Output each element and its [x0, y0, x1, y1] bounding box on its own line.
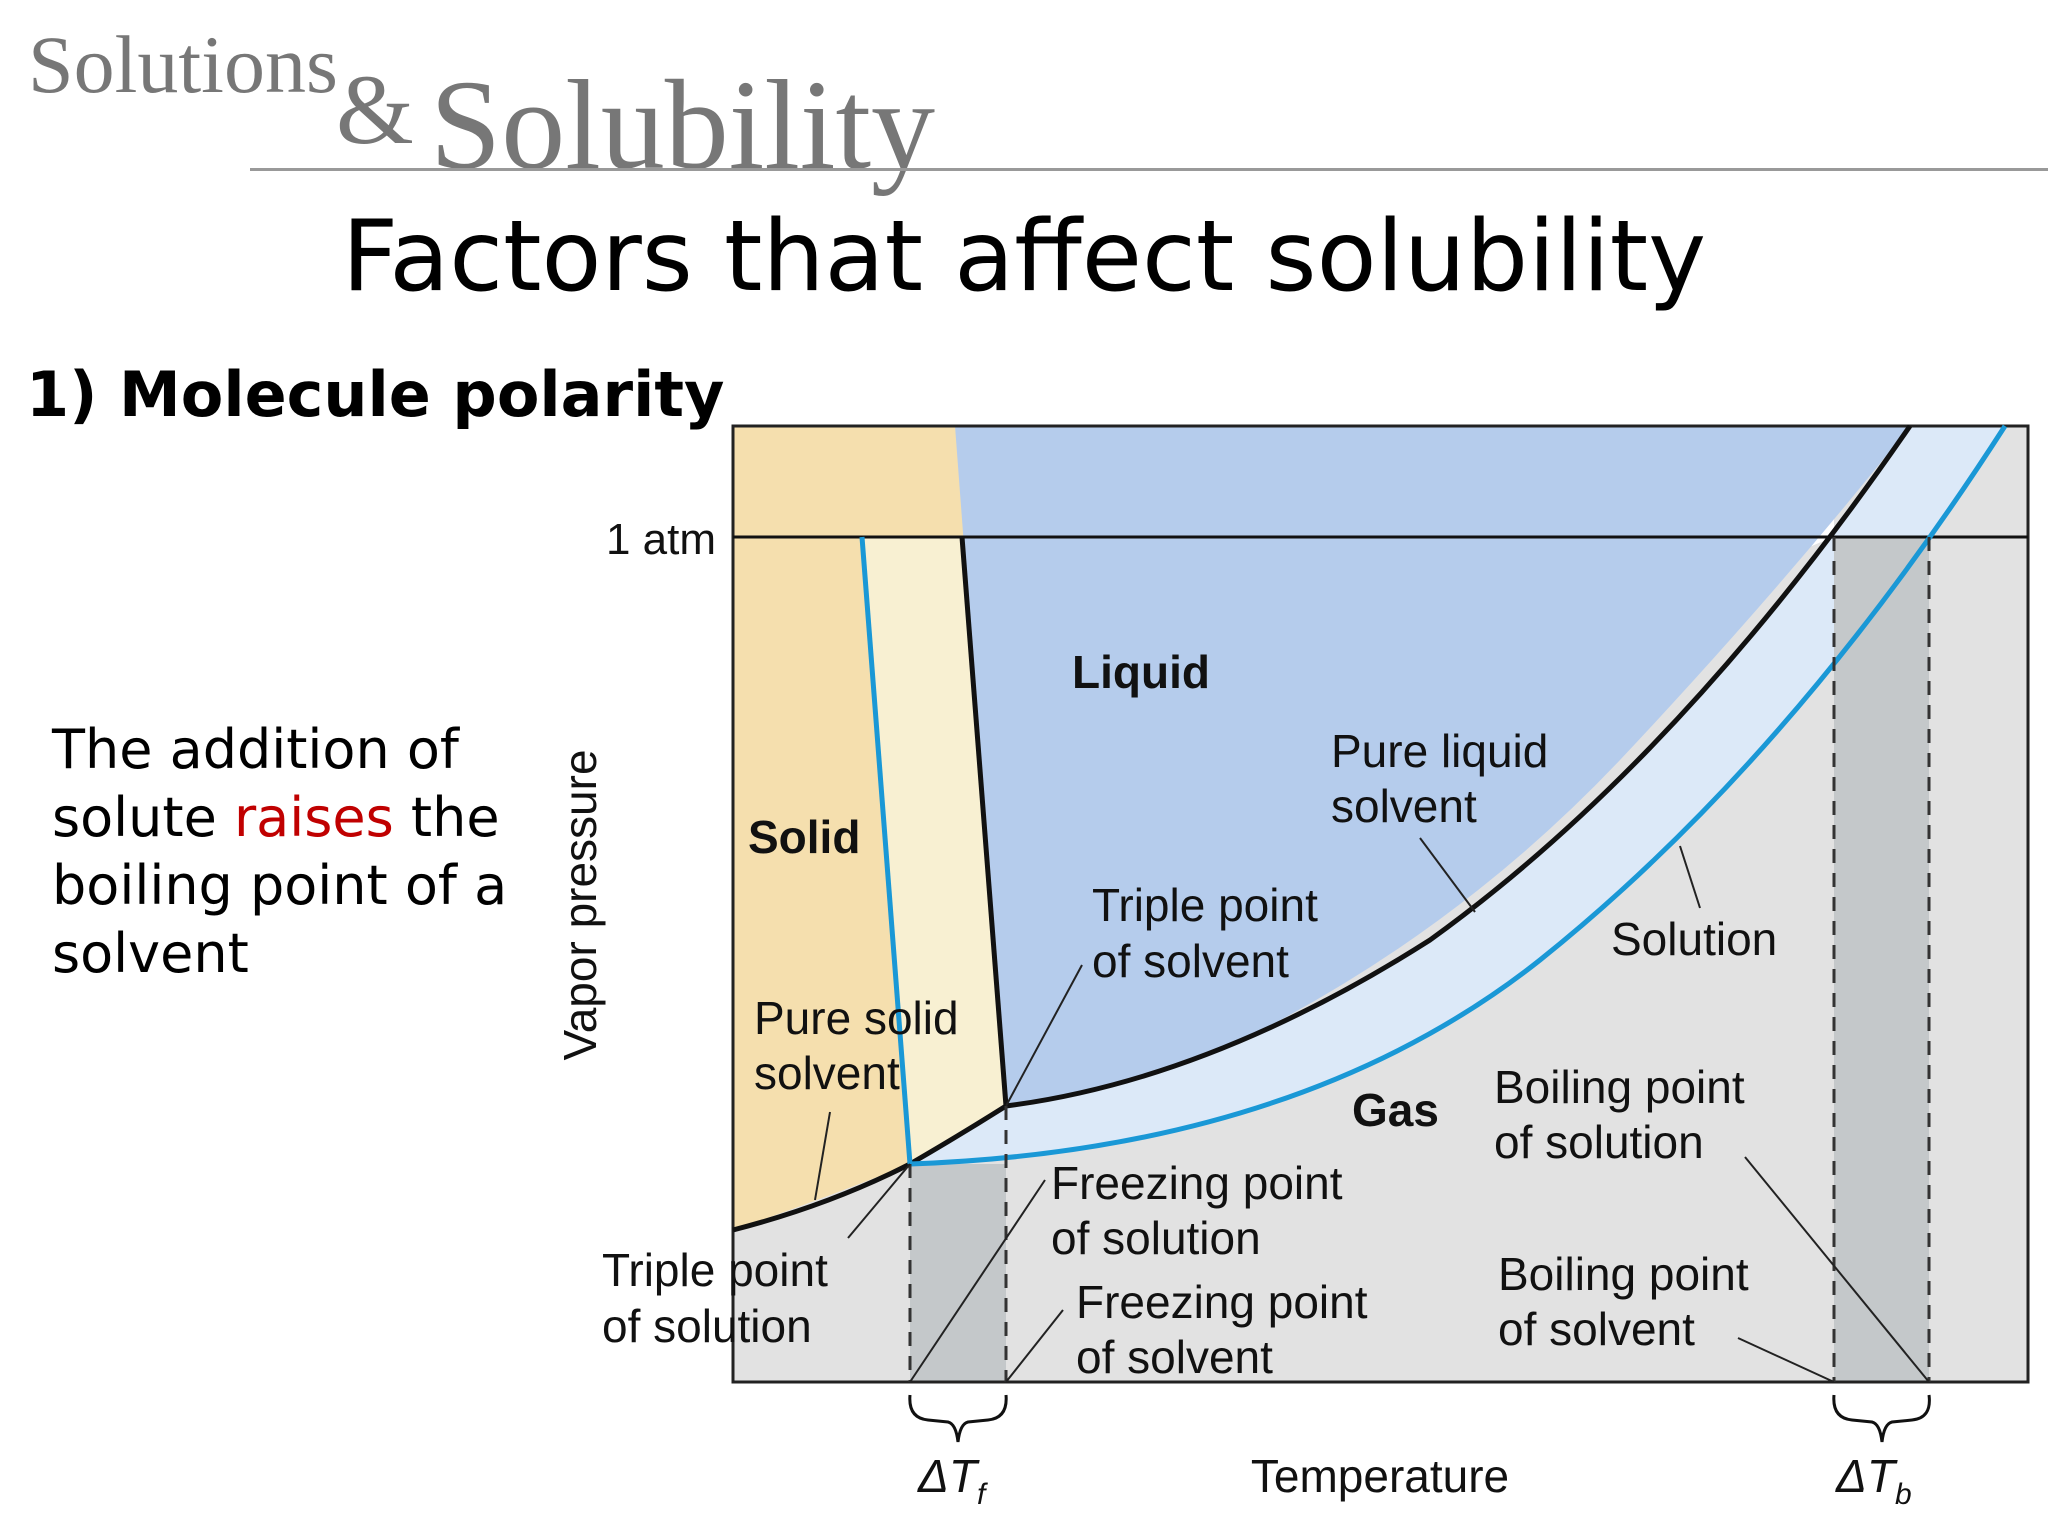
delta-tb-subscript: b — [1895, 1478, 1912, 1511]
fp-solution-label-2: of solution — [1051, 1212, 1261, 1264]
delta-tf-band — [910, 1164, 1006, 1382]
slide-subtitle: 1) Molecule polarity — [26, 358, 725, 431]
triple-solution-label-1: Triple point — [602, 1244, 828, 1296]
leader-triple-solvent — [1005, 964, 1083, 1107]
leader-bp-solvent — [1737, 1337, 1835, 1383]
body-text-after: the boiling point of a solvent — [52, 786, 508, 985]
pure-solid-label-2: solvent — [754, 1047, 900, 1099]
solvent-vapor-curve — [1005, 424, 1913, 1109]
leader-triple-solution — [847, 1163, 911, 1239]
bp-solution-label-1: Boiling point — [1494, 1061, 1745, 1113]
bp-solution-label-2: of solution — [1494, 1116, 1704, 1168]
diagram-frame — [731, 424, 2030, 1384]
fp-solvent-label-2: of solvent — [1076, 1331, 1273, 1383]
leader-solution — [1679, 845, 1701, 909]
pure-solid-label-1: Pure solid — [754, 992, 959, 1044]
solvent-sublimation-curve — [732, 1103, 1008, 1233]
x-axis-label: Temperature — [1251, 1450, 1509, 1502]
solution-label: Solution — [1611, 913, 1777, 965]
delta-tb-band — [1834, 537, 1929, 1382]
gas-label: Gas — [1352, 1084, 1439, 1136]
delta-tf-text: ΔT — [917, 1450, 980, 1502]
one-atm-label: 1 atm — [606, 515, 716, 564]
leader-fp-solvent — [1005, 1309, 1064, 1383]
liquid-region — [955, 426, 1910, 1107]
bp-solvent-label-2: of solvent — [1498, 1303, 1695, 1355]
header-solubility: Solubility — [430, 54, 935, 196]
slide-title: Factors that affect solubility — [341, 200, 1707, 314]
delta-tf-subscript: f — [977, 1478, 988, 1511]
header-ampersand: & — [336, 54, 414, 165]
solution-vapor-curve — [909, 424, 2008, 1167]
delta-tf-label: ΔTf — [917, 1450, 988, 1511]
body-text-before: The addition of solute — [52, 718, 459, 849]
delta-tb-label: ΔTb — [1835, 1450, 1912, 1511]
pure-liquid-label-2: solvent — [1331, 780, 1477, 832]
triple-solvent-label-2: of solvent — [1092, 935, 1289, 987]
solid-label: Solid — [748, 811, 860, 863]
solution-melting-curve — [859, 536, 913, 1165]
leader-fp-solution — [909, 1179, 1046, 1383]
liquid-label: Liquid — [1072, 646, 1210, 698]
leader-bp-solution — [1744, 1156, 1930, 1383]
header-solutions: Solutions — [28, 19, 338, 110]
fp-solvent-label-1: Freezing point — [1076, 1276, 1368, 1328]
triple-solution-label-2: of solution — [602, 1300, 812, 1352]
delta-tb-brace — [1832, 1394, 1931, 1443]
y-axis-label: Vapor pressure — [554, 749, 606, 1060]
body-text: The addition of solute raises the boilin… — [52, 716, 542, 988]
pure-liquid-label-1: Pure liquid — [1331, 725, 1548, 777]
triple-solvent-label-1: Triple point — [1092, 879, 1318, 931]
leader-pure-solid — [814, 1111, 831, 1201]
fp-solution-label-1: Freezing point — [1051, 1157, 1343, 1209]
delta-tb-text: ΔT — [1835, 1450, 1898, 1502]
bp-solvent-label-1: Boiling point — [1498, 1248, 1749, 1300]
body-text-highlight: raises — [233, 786, 394, 849]
delta-tf-brace — [908, 1394, 1008, 1443]
header-divider — [250, 168, 2048, 171]
solvent-melting-curve — [959, 536, 1009, 1107]
leader-pure-liquid — [1419, 837, 1476, 913]
